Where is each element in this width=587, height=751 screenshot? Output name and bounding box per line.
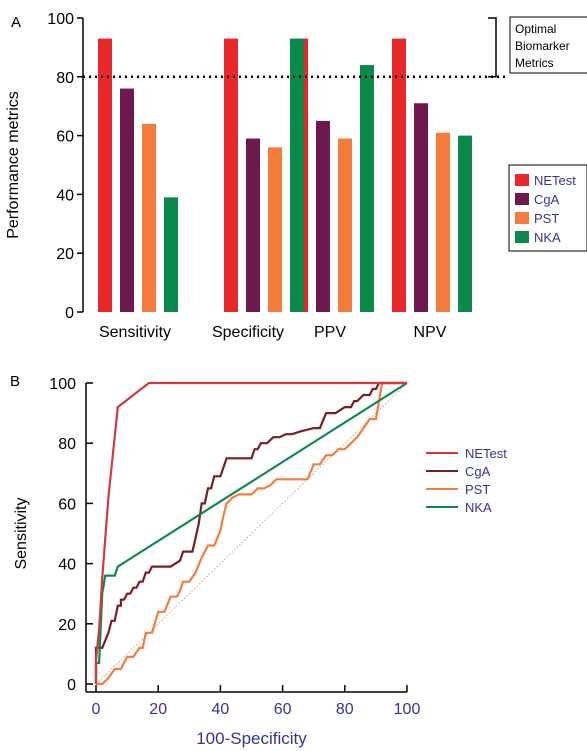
y-tick-label: 20 (56, 246, 74, 263)
x-category-label: NPV (414, 324, 447, 341)
roc-curve-cga (94, 381, 407, 684)
legend-a-swatch-netest (515, 174, 529, 186)
x-category-label: Sensitivity (99, 324, 171, 341)
legend-a-label-cga: CgA (534, 192, 560, 207)
legend-a-label-netest: NETest (534, 173, 576, 188)
bar-nka-specificity (290, 38, 304, 313)
y-tick-label: 0 (67, 677, 76, 694)
optimal-label-line: Metrics (515, 56, 554, 70)
bar-pst-specificity (268, 147, 282, 312)
optimal-label-box (509, 16, 587, 74)
y-tick-label: 100 (47, 11, 74, 28)
x-axis-title: 100-Specificity (196, 729, 307, 748)
y-axis-title: Sensitivity (13, 497, 30, 569)
roc-curve-pst (96, 381, 407, 686)
bar-nka-ppv (360, 65, 374, 312)
roc-curve-netest (94, 381, 407, 684)
legend-a-swatch-pst (515, 212, 529, 224)
y-tick-label: 0 (65, 305, 74, 322)
bar-cga-sensitivity (120, 88, 134, 312)
legend-b-label-nka: NKA (465, 500, 492, 515)
y-tick-label: 60 (56, 129, 74, 146)
bar-netest-npv (392, 38, 406, 313)
bar-cga-ppv (316, 120, 330, 313)
legend-a-label-pst: PST (534, 211, 559, 226)
x-tick-label: 20 (149, 701, 167, 718)
legend-b-label-pst: PST (465, 482, 490, 497)
panel-b-roc-chart: B 0 20 40 60 80 100 0 20 40 60 80 100 100-Specificity… (10, 373, 507, 748)
optimal-label-line: Biomarker (515, 39, 570, 53)
x-tick-label: 60 (274, 701, 292, 718)
bar-netest-specificity (224, 38, 238, 313)
panel-a-bar-chart: A 0 20 40 60 80 100 Performance metrics Sensitiv… (5, 11, 587, 341)
bar-pst-ppv (338, 138, 352, 312)
y-tick-label: 60 (58, 496, 76, 513)
x-tick-label: 100 (394, 701, 421, 718)
x-category-label: PPV (314, 324, 346, 341)
bar-cga-npv (414, 103, 428, 312)
y-tick-label: 40 (56, 187, 74, 204)
panel-a-label: A (11, 14, 21, 31)
optimal-label-line: Optimal (515, 22, 556, 36)
x-tick-label: 40 (212, 701, 230, 718)
y-tick-label: 40 (58, 557, 76, 574)
y-axis-title: Performance metrics (5, 91, 22, 239)
legend-a-swatch-cga (515, 193, 529, 205)
legend-a-swatch-nka (515, 231, 529, 243)
reference-diagonal (95, 382, 408, 685)
y-tick-label: 80 (56, 70, 74, 87)
optimal-bracket (488, 17, 497, 78)
panel-b-label: B (10, 373, 20, 390)
bar-nka-sensitivity (164, 197, 178, 312)
x-tick-label: 80 (336, 701, 354, 718)
bar-pst-npv (436, 132, 450, 312)
bar-nka-npv (458, 135, 472, 312)
bar-netest-sensitivity (98, 38, 112, 313)
legend-a-label-nka: NKA (534, 230, 561, 245)
legend-b-label-cga: CgA (465, 464, 491, 479)
x-tick-label: 0 (92, 701, 101, 718)
y-tick-label: 80 (58, 436, 76, 453)
bar-pst-sensitivity (142, 123, 156, 312)
y-tick-label: 20 (58, 617, 76, 634)
legend-b-label-netest: NETest (465, 446, 507, 461)
bar-cga-specificity (246, 138, 260, 312)
y-tick-label: 100 (49, 376, 76, 393)
x-category-label: Specificity (212, 324, 284, 341)
